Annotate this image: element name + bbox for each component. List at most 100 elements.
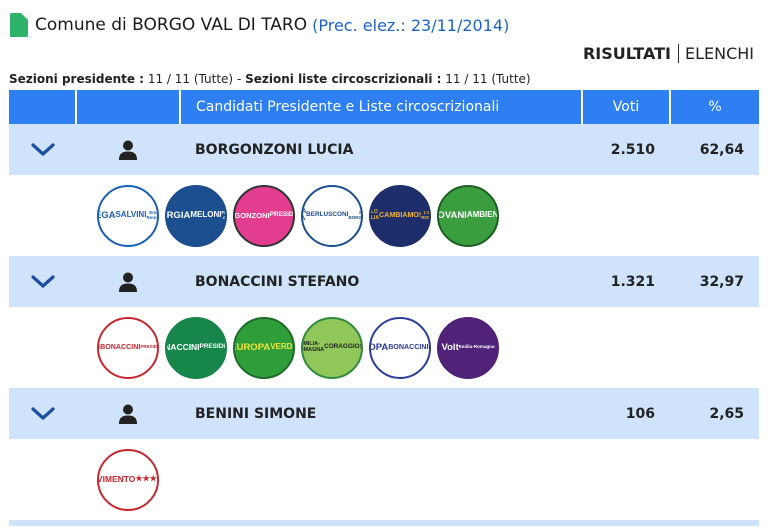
header-expand-col (9, 90, 77, 124)
candidate-row[interactable]: BONACCINI STEFANO 1.321 32,97 (9, 256, 759, 307)
forza-italia-berlusconi-logo[interactable]: FORZA ITALIABERLUSCONIPER BORGONZONI (301, 184, 363, 247)
partito-democratico-logo[interactable]: PDBONACCINIPRESIDENTE (97, 316, 159, 379)
candidate-voti: 2.510 (582, 124, 670, 175)
logo-text: GIORGIA (166, 209, 191, 221)
view-mode-switch: RISULTATI ELENCHI (583, 44, 754, 63)
logo-text: BONACCINI (165, 342, 200, 353)
person-icon (119, 404, 137, 424)
logo-text: BONACCINI (100, 342, 141, 351)
logo-text: BONACCINI (388, 342, 429, 351)
chevron-down-icon[interactable] (30, 142, 55, 157)
previous-election-link[interactable]: (Prec. elez.: 23/11/2014) (312, 15, 510, 35)
logo-text: AMBIENTE (466, 210, 499, 220)
logo-text: L'EMILIA ROMAGNA (421, 209, 431, 220)
header-candidati: Candidati Presidente e Liste circoscrizi… (180, 90, 583, 124)
page-title: Comune di BORGO VAL DI TARO (Prec. elez.… (10, 12, 509, 38)
logo-text: PRESIDENTE (269, 211, 294, 219)
expand-cell[interactable] (9, 388, 76, 439)
logo-text: CORAGGIOSA (324, 343, 361, 351)
chevron-down-icon[interactable] (30, 406, 55, 421)
giovani-per-ambiente-logo[interactable]: GIOVANIAMBIENTE (437, 184, 499, 247)
results-header-row: Candidati Presidente e Liste circoscrizi… (9, 90, 759, 124)
sezioni-presidente-label: Sezioni presidente : (9, 72, 144, 86)
next-row-stub-cell (9, 520, 759, 526)
candidate-row[interactable]: BENINI SIMONE 106 2,65 (9, 388, 759, 439)
lists-cell: MoVIMENTO★★★★★ (9, 439, 759, 520)
cambiamo-logo[interactable]: POPOLO FAMIGLIACAMBIAMO!L'EMILIA ROMAGNA (369, 184, 431, 247)
candidate-name[interactable]: BENINI SIMONE (180, 388, 582, 439)
candidate-pct: 2,65 (670, 388, 759, 439)
piu-europa-logo[interactable]: +EUROPABONACCINIPRESIDENTE (369, 316, 431, 379)
logo-text: PRESIDENTE (429, 344, 430, 350)
logo-text: PRESIDENTE (140, 344, 158, 350)
logo-text: PRESIDENTE (199, 343, 227, 351)
bonaccini-presidente-logo[interactable]: BONACCINIPRESIDENTE (165, 316, 227, 379)
header-icon-col (76, 90, 181, 124)
logo-text: PER BORGONZONI (348, 209, 363, 220)
logo-text: MELONI (190, 210, 222, 220)
candidate-pct: 32,97 (670, 256, 759, 307)
logo-text: GIOVANI (437, 209, 467, 221)
emilia-romagna-coraggiosa-logo[interactable]: EMILIA-ROMAGNACORAGGIOSA (301, 316, 363, 379)
logo-text: Emilia-Romagna (146, 209, 159, 220)
movimento-5-stelle-logo[interactable]: MoVIMENTO★★★★★ (97, 448, 159, 511)
logo-text: FRATELLI d'ITALIA (221, 209, 227, 220)
lists-row: PDBONACCINIPRESIDENTEBONACCINIPRESIDENTE… (9, 307, 759, 388)
candidate-name[interactable]: BORGONZONI LUCIA (180, 124, 582, 175)
logo-text: BORGONZONI (234, 210, 270, 220)
list-logos: LEGASALVINIEmilia-RomagnaGIORGIAMELONIFR… (9, 184, 759, 247)
sezioni-summary: Sezioni presidente : 11 / 11 (Tutte) - S… (9, 72, 531, 86)
list-logos: MoVIMENTO★★★★★ (9, 448, 759, 511)
person-icon (119, 140, 137, 160)
logo-text: ★★★★★ (135, 474, 157, 484)
lists-cell: PDBONACCINIPRESIDENTEBONACCINIPRESIDENTE… (9, 307, 759, 388)
volt-logo[interactable]: Volt Emilia-Romagna (437, 316, 499, 379)
logo-text: BERLUSCONI (306, 211, 349, 219)
logo-text: LEGA (99, 209, 116, 221)
logo-text: Volt (441, 341, 459, 353)
lega-salvini-logo[interactable]: LEGASALVINIEmilia-Romagna (97, 184, 159, 247)
next-row-stub (9, 520, 759, 526)
candidate-voti: 106 (582, 388, 670, 439)
list-logos: PDBONACCINIPRESIDENTEBONACCINIPRESIDENTE… (9, 316, 759, 379)
logo-text: EUROPA (233, 341, 271, 353)
lists-cell: LEGASALVINIEmilia-RomagnaGIORGIAMELONIFR… (9, 175, 759, 256)
logo-text: Emilia-Romagna (458, 344, 495, 350)
sezioni-separator: - (236, 72, 242, 86)
person-cell (76, 388, 180, 439)
person-cell (76, 256, 180, 307)
sezioni-liste-label: Sezioni liste circoscrizionali : (245, 72, 442, 86)
logo-text: MoVIMENTO (97, 474, 136, 485)
giorgia-meloni-fratelli-italia-logo[interactable]: GIORGIAMELONIFRATELLI d'ITALIA (165, 184, 227, 247)
borgonzoni-presidente-logo[interactable]: BORGONZONIPRESIDENTE (233, 184, 295, 247)
candidate-voti: 1.321 (582, 256, 670, 307)
sezioni-presidente-value: 11 / 11 (Tutte) (147, 72, 234, 86)
candidate-name[interactable]: BONACCINI STEFANO (180, 256, 582, 307)
expand-cell[interactable] (9, 256, 76, 307)
logo-text: POPOLO FAMIGLIA (370, 209, 380, 221)
document-icon (10, 13, 28, 37)
person-icon (119, 272, 137, 292)
risultati-tab[interactable]: RISULTATI (583, 44, 679, 63)
logo-text: FORZA ITALIA (301, 207, 307, 222)
logo-text: SALVINI (115, 210, 147, 220)
header-pct[interactable]: % (670, 90, 759, 124)
comune-name: Comune di BORGO VAL DI TARO (35, 15, 308, 35)
logo-text: PD (99, 342, 100, 353)
lists-row: MoVIMENTO★★★★★ (9, 439, 759, 520)
expand-cell[interactable] (9, 124, 76, 175)
header-voti[interactable]: Voti (582, 90, 671, 124)
chevron-down-icon[interactable] (30, 274, 55, 289)
lists-row: LEGASALVINIEmilia-RomagnaGIORGIAMELONIFR… (9, 175, 759, 256)
candidate-row[interactable]: BORGONZONI LUCIA 2.510 62,64 (9, 124, 759, 175)
logo-text: EMILIA-ROMAGNA (301, 340, 325, 353)
person-cell (76, 124, 180, 175)
sezioni-liste-value: 11 / 11 (Tutte) (445, 72, 531, 86)
results-table: Candidati Presidente e Liste circoscrizi… (9, 90, 759, 526)
candidate-pct: 62,64 (670, 124, 759, 175)
logo-text: +EUROPA (369, 341, 389, 353)
elenchi-tab[interactable]: ELENCHI (684, 44, 754, 63)
logo-text: CAMBIAMO! (379, 210, 422, 219)
